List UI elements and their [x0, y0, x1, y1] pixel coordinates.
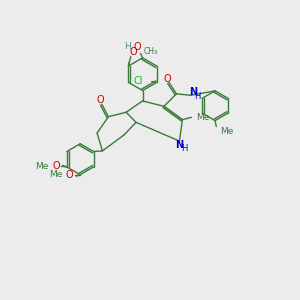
Text: O: O	[164, 74, 171, 84]
Text: Me: Me	[220, 128, 233, 136]
Text: H: H	[194, 92, 200, 101]
Text: O: O	[97, 95, 104, 105]
Text: CH₃: CH₃	[144, 47, 158, 56]
Text: N: N	[189, 87, 197, 97]
Text: Cl: Cl	[134, 76, 143, 86]
Text: H: H	[181, 144, 188, 153]
Text: O: O	[129, 47, 137, 57]
Text: O: O	[134, 42, 141, 52]
Text: O: O	[66, 170, 74, 180]
Text: Me: Me	[196, 113, 210, 122]
Text: O: O	[52, 161, 60, 171]
Text: N: N	[176, 140, 184, 150]
Text: Me: Me	[49, 170, 62, 179]
Text: Me: Me	[36, 162, 49, 171]
Text: H: H	[124, 42, 131, 51]
